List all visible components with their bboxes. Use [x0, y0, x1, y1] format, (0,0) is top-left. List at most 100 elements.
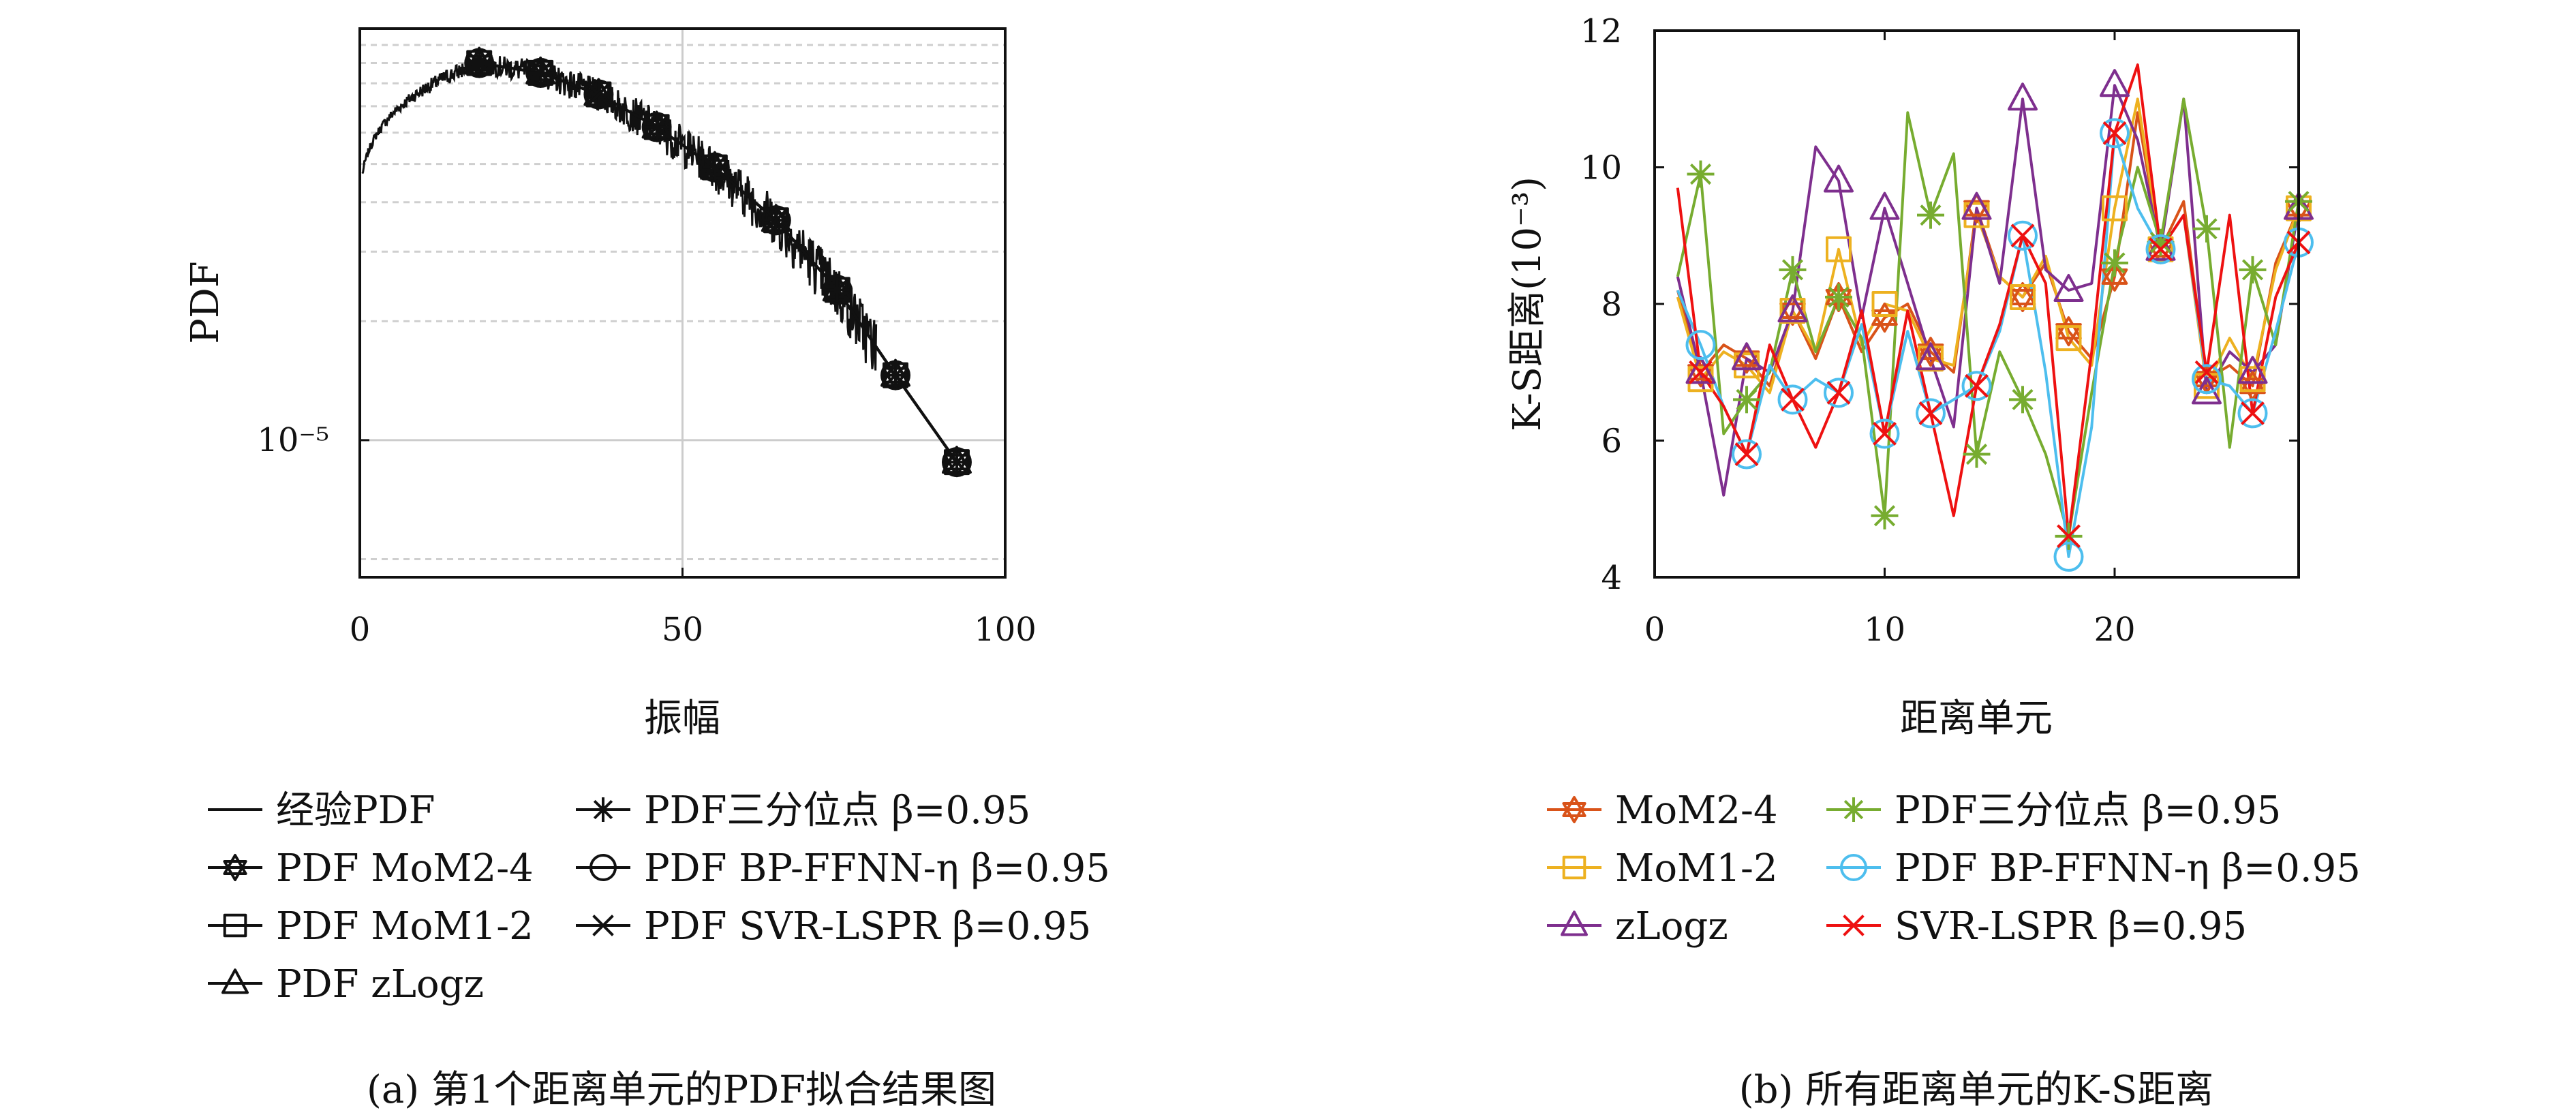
- marker-asterisk-b: [1779, 256, 1807, 283]
- legend-marker-square-shape: [1562, 855, 1586, 880]
- x-axis-label-b: 距离单元: [1900, 696, 2053, 741]
- marker-circle-a-shape: [641, 112, 672, 142]
- caption-a: (a) 第1个距离单元的PDF拟合结果图: [367, 1068, 996, 1112]
- fitted-line-0: [478, 61, 958, 463]
- marker-square-b-shape: [1826, 236, 1852, 262]
- marker-triangle-b-shape: [1869, 191, 1900, 220]
- legend-marker-star6-shape: [223, 860, 247, 881]
- marker-triangle-b: [1869, 191, 1900, 220]
- marker-asterisk-b: [1871, 502, 1899, 530]
- legend-marker-star6: [1562, 796, 1586, 823]
- series-line-3: [1676, 97, 2300, 538]
- marker-triangle-b: [2100, 69, 2130, 97]
- y-tick-label: 10: [1580, 149, 1622, 187]
- legend-marker-triangle-shape: [1561, 910, 1588, 936]
- empirical-pdf-line: [361, 55, 878, 371]
- fitted-line-4: [478, 61, 958, 463]
- empirical-pdf-curve: [361, 55, 878, 371]
- marker-asterisk-b-stroke: [1736, 388, 1758, 410]
- marker-x-b-stroke: [2102, 121, 2127, 145]
- legend-marker-star6-shape: [1562, 796, 1586, 817]
- y-tick-label: 8: [1601, 286, 1622, 324]
- marker-x-a: [883, 363, 908, 388]
- marker-circle-b: [1685, 330, 1716, 361]
- series-markers-b: [1685, 69, 2314, 572]
- marker-triangle-b-shape: [2053, 273, 2084, 302]
- marker-x-a-stroke: [645, 114, 669, 139]
- marker-square-b-shape: [2055, 325, 2082, 352]
- marker-asterisk-b-stroke: [2104, 252, 2126, 274]
- marker-x-b-stroke: [1918, 401, 1943, 425]
- marker-triangle-b-shape: [2008, 82, 2038, 111]
- legend-marker-triangle: [221, 968, 249, 994]
- marker-asterisk-b: [1825, 283, 1852, 311]
- marker-x-b: [1734, 442, 1759, 466]
- marker-x-b-stroke: [2057, 524, 2081, 549]
- ticks-b: 0 10 20 4 6 8 10 12: [1580, 12, 2299, 649]
- series-line-2: [1676, 84, 2300, 497]
- marker-circle-a-shape: [464, 48, 495, 78]
- marker-x-a-stroke: [825, 278, 850, 302]
- marker-x-a-stroke: [586, 82, 611, 106]
- marker-x-b: [1826, 380, 1851, 405]
- legend-label: MoM1-2: [1615, 846, 1778, 891]
- marker-triangle-b: [2053, 273, 2084, 302]
- marker-circle-b-shape: [2192, 364, 2222, 395]
- marker-circle-b: [1824, 378, 1854, 408]
- marker-triangle-b: [2008, 82, 2038, 111]
- marker-circle-b: [2008, 220, 2038, 251]
- legend-marker-circle: [589, 854, 617, 881]
- marker-triangle-b: [1916, 342, 1946, 371]
- marker-circle-b: [1732, 439, 1762, 470]
- fitted-line-5: [478, 61, 958, 463]
- legend-marker-triangle: [1561, 910, 1588, 936]
- marker-circle-a: [464, 48, 495, 78]
- marker-triangle-b-shape: [1777, 294, 1808, 323]
- marker-x-b-stroke: [1734, 442, 1759, 466]
- marker-triangle-b: [1777, 294, 1808, 323]
- marker-star6-b: [2009, 281, 2036, 312]
- marker-circle-b-shape: [1732, 439, 1762, 470]
- legend-marker-x: [592, 915, 614, 936]
- marker-x-b-stroke: [1781, 387, 1805, 412]
- marker-x-b-stroke: [2010, 224, 2035, 248]
- marker-star6-b-shape: [1779, 303, 1806, 326]
- marker-x-b: [2102, 121, 2127, 145]
- marker-star6-b-shape: [2055, 323, 2082, 347]
- legend-label: PDF三分位点 β=0.95: [1895, 788, 2281, 833]
- marker-x-b: [1873, 422, 1897, 446]
- marker-x-a: [467, 51, 491, 75]
- legend-marker-circle: [1840, 854, 1867, 881]
- marker-asterisk-b: [2193, 215, 2220, 243]
- marker-circle-b: [2192, 364, 2222, 395]
- marker-square-b-shape: [2102, 195, 2128, 221]
- marker-x-a-stroke: [467, 51, 491, 75]
- marker-x-b-stroke: [1826, 380, 1851, 405]
- marker-x-b: [1918, 401, 1943, 425]
- marker-square-b: [1826, 236, 1852, 262]
- legend-marker-square-shape: [223, 913, 247, 938]
- marker-asterisk-b-stroke: [1689, 163, 1712, 185]
- fitted-line-2: [478, 61, 958, 463]
- marker-star6-b-shape: [1687, 364, 1714, 388]
- marker-square-b-shape: [2010, 283, 2036, 310]
- marker-x-b-stroke: [1689, 360, 1713, 384]
- marker-triangle-b: [1961, 191, 1992, 220]
- marker-asterisk-b: [2239, 256, 2267, 283]
- ticks-a: 0 50 100 10⁻⁵: [257, 421, 1036, 649]
- marker-asterisk-b: [1917, 201, 1944, 229]
- marker-triangle-b: [1732, 342, 1762, 371]
- marker-x-a-stroke: [528, 61, 553, 85]
- legend-label: PDF BP-FFNN-η β=0.95: [644, 846, 1110, 891]
- marker-x-b: [2010, 224, 2035, 248]
- marker-circle-a: [941, 447, 972, 478]
- x-tick-label: 0: [350, 611, 371, 649]
- marker-x-a: [945, 450, 969, 474]
- legend-marker-x-stroke: [592, 915, 614, 936]
- legend-marker-star6: [223, 854, 247, 881]
- legend-label: PDF MoM2-4: [276, 846, 534, 891]
- marker-circle-b-shape: [1916, 398, 1946, 429]
- marker-asterisk-b-stroke: [2241, 259, 2264, 281]
- legend-marker-square: [223, 913, 247, 938]
